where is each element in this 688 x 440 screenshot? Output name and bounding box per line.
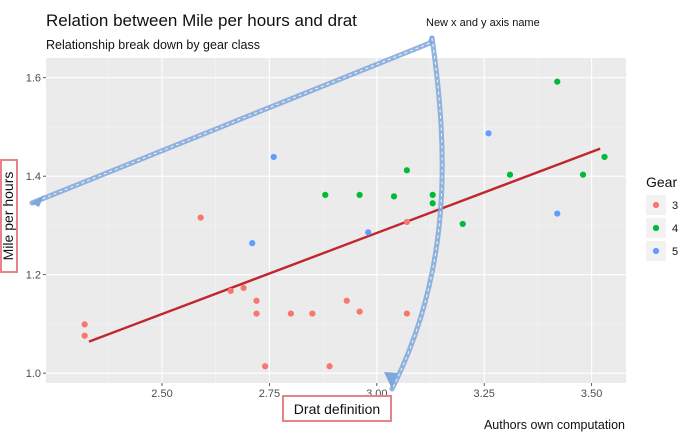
- points-layer: [81, 78, 608, 370]
- point-gear-3: [326, 363, 333, 370]
- x-axis: 2.50 2.75 3.00 3.25 3.50: [151, 383, 602, 400]
- legend-label: 4: [672, 223, 678, 235]
- point-gear-4: [390, 193, 398, 200]
- point-gear-3: [403, 310, 410, 317]
- x-tick-label: 2.50: [151, 388, 172, 400]
- point-gear-3: [253, 310, 260, 317]
- point-gear-5: [485, 130, 492, 137]
- point-gear-3: [253, 297, 260, 304]
- y-axis-title: Mile per hours: [0, 172, 16, 261]
- point-gear-4: [429, 191, 436, 198]
- point-gear-4: [601, 153, 608, 161]
- point-gear-5: [554, 210, 561, 217]
- point-gear-3: [197, 214, 204, 221]
- trend-layer: [88, 147, 601, 343]
- chart-title: Relation between Mile per hours and drat: [46, 11, 357, 30]
- point-gear-3: [356, 308, 363, 315]
- point-gear-3: [81, 321, 88, 328]
- point-gear-5: [249, 240, 256, 247]
- plot-panel: [46, 58, 626, 383]
- point-gear-3: [227, 287, 234, 295]
- point-gear-4: [429, 200, 436, 207]
- point-gear-3: [309, 310, 316, 317]
- x-tick-label: 3.00: [366, 388, 387, 400]
- point-gear-3: [240, 284, 247, 292]
- point-gear-3: [287, 310, 294, 317]
- x-tick-label: 2.75: [259, 388, 280, 400]
- annotation-arrows: [29, 35, 445, 392]
- point-gear-4: [322, 191, 329, 198]
- point-gear-3: [262, 363, 269, 370]
- arrow-to-x-axis-head: [384, 372, 398, 389]
- point-gear-4: [403, 167, 410, 174]
- point-gear-5: [270, 153, 277, 161]
- major-grid: [46, 58, 626, 383]
- y-tick-label: 1.4: [26, 171, 41, 183]
- minor-grid: [46, 58, 626, 383]
- y-axis: 1.0 1.2 1.4 1.6: [26, 73, 46, 380]
- point-gear-5: [365, 229, 372, 236]
- arrow-to-x-axis-dash: [391, 37, 443, 390]
- point-gear-4: [554, 78, 561, 85]
- chart-subtitle: Relationship break down by gear class: [46, 38, 260, 52]
- ylabel-highlight-box: [0, 159, 18, 273]
- trend-line: [88, 147, 601, 343]
- legend-label: 3: [672, 200, 678, 212]
- point-gear-4: [356, 191, 363, 198]
- x-axis-title: Drat definition: [294, 401, 380, 417]
- point-gear-3: [403, 218, 410, 226]
- y-tick-label: 1.6: [26, 73, 41, 85]
- point-gear-3: [343, 297, 350, 304]
- arrow-to-y-axis-head: [31, 195, 44, 207]
- legend-swatch: [652, 224, 660, 232]
- legend-swatch: [652, 201, 660, 209]
- annotation-text: New x and y axis name: [426, 17, 540, 29]
- x-tick-label: 3.25: [474, 388, 495, 400]
- x-tick-label: 3.50: [581, 388, 602, 400]
- y-tick-label: 1.2: [26, 270, 41, 282]
- point-gear-4: [506, 171, 514, 178]
- point-gear-4: [579, 171, 587, 178]
- legend-label: 5: [672, 246, 678, 258]
- xlabel-highlight-box: [282, 395, 392, 422]
- legend-title: Gear: [646, 174, 677, 190]
- legend-swatch: [652, 247, 660, 255]
- legend: Gear 3 4 5: [646, 174, 678, 261]
- point-gear-4: [459, 220, 466, 228]
- point-gear-3: [81, 332, 88, 339]
- chart-caption: Authors own computation: [484, 418, 625, 432]
- y-tick-label: 1.0: [26, 368, 41, 380]
